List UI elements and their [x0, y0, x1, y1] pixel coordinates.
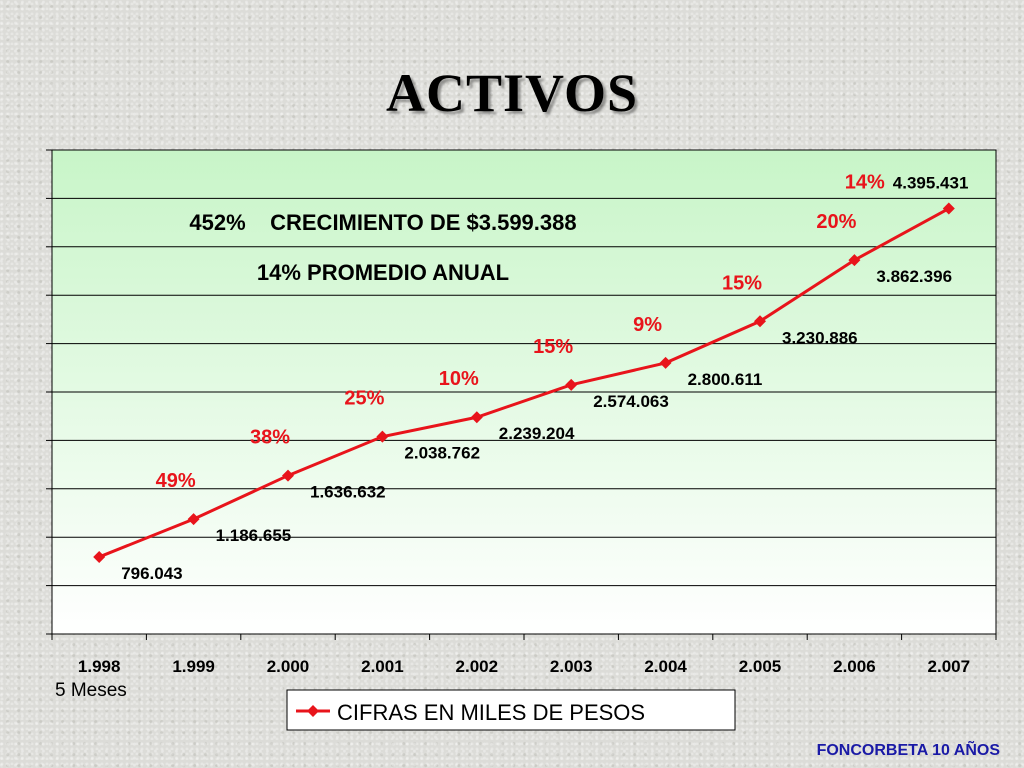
x-tick-label: 2.002: [456, 657, 499, 676]
axes: 1.998 1.999 2.000 2.001 2.002 2.003 2.004 2.005…: [46, 149, 997, 701]
data-label: 3.862.396: [876, 267, 952, 286]
data-point: [93, 550, 106, 563]
data-label: 2.239.204: [499, 424, 575, 443]
x-tick-label: 2.000: [267, 657, 310, 676]
data-point: [659, 356, 672, 369]
x-tick-label: 2.001: [361, 657, 404, 676]
growth-label: 25%: [344, 388, 384, 410]
data-point: [565, 378, 578, 391]
legend-box: [286, 689, 736, 731]
x-tick-label: 2.004: [644, 657, 687, 676]
growth-label: 14%: [845, 172, 885, 194]
legend-label: CIFRAS EN MILES DE PESOS: [337, 700, 645, 725]
data-point: [376, 430, 389, 443]
x-tick-label: 1.998: [78, 657, 121, 676]
x-tick-label: 2.007: [928, 657, 971, 676]
x-tick-label: 2.006: [833, 657, 876, 676]
growth-label: 15%: [533, 336, 573, 358]
data-labels: 796.043 1.186.655 1.636.632 2.038.762 2.239.…: [121, 172, 968, 583]
series-line-layer: [93, 202, 955, 563]
legend-swatch-marker: [307, 705, 319, 717]
data-point: [187, 513, 200, 526]
x-tick-label: 1.999: [172, 657, 215, 676]
data-label: 2.574.063: [593, 392, 669, 411]
x-tick-label: 2.003: [550, 657, 593, 676]
annotations: 452% CRECIMIENTO DE $3.599.388 14% PROMED…: [189, 210, 576, 285]
x-axis-note: 5 Meses: [55, 680, 127, 701]
x-tick-label: 2.005: [739, 657, 782, 676]
data-point: [754, 315, 766, 328]
growth-label: 15%: [722, 272, 762, 294]
data-point: [282, 469, 294, 482]
data-point: [942, 202, 955, 215]
annotation-growth-total: 452% CRECIMIENTO DE $3.599.388: [189, 210, 576, 235]
growth-label: 10%: [439, 368, 479, 390]
series-line: [98, 207, 950, 559]
data-label: 1.636.632: [310, 483, 386, 502]
gridlines: [52, 197, 996, 587]
data-label: 4.395.431: [893, 174, 969, 193]
data-label: 2.038.762: [404, 444, 480, 463]
growth-label: 49%: [156, 470, 196, 492]
slide-title: ACTIVOS: [386, 63, 638, 123]
data-label: 796.043: [121, 564, 182, 583]
growth-label: 20%: [816, 211, 856, 233]
data-label: 3.230.886: [782, 328, 858, 347]
legend: CIFRAS EN MILES DE PESOS: [286, 689, 736, 731]
data-point: [470, 411, 483, 424]
annotation-average: 14% PROMEDIO ANUAL: [257, 260, 509, 285]
data-point: [848, 254, 861, 267]
data-label: 2.800.611: [688, 370, 763, 389]
growth-label: 9%: [633, 314, 662, 336]
data-label: 1.186.655: [216, 526, 292, 545]
growth-label: 38%: [250, 427, 290, 449]
footer-brand: FONCORBETA 10 AÑOS: [816, 742, 1000, 759]
